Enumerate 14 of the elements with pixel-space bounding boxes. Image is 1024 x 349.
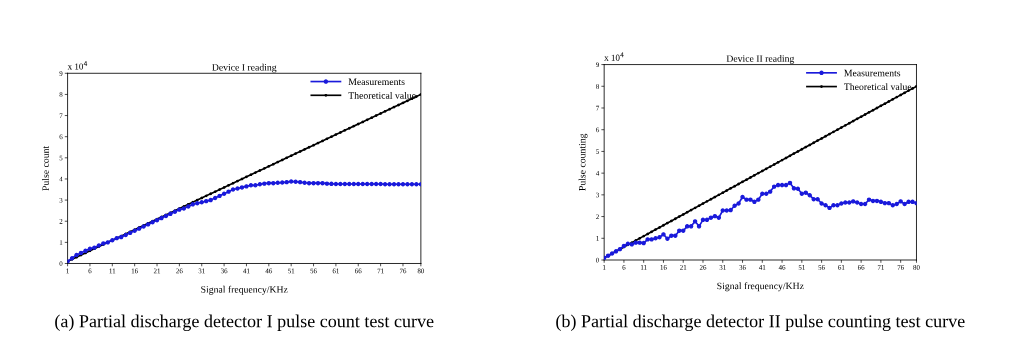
legend-label: Measurements	[348, 78, 405, 86]
chart-title: Device I reading	[212, 63, 277, 73]
y-axis-title: Pulse counting	[578, 133, 588, 191]
y-axis-title: Pulse count	[42, 145, 49, 191]
legend-label: Measurements	[844, 69, 901, 77]
x-axis-title: Signal frequency/KHz	[717, 282, 804, 292]
text: (a) Partial discharge detector I pulse count test curve	[55, 314, 434, 332]
text: (b) Partial discharge detector II pulse counting test curve	[556, 314, 965, 332]
text: x 10$^{4}$	[604, 52, 624, 61]
legend-label: Theoretical value	[844, 83, 912, 91]
x-axis-title: Signal frequency/KHz	[201, 285, 288, 295]
text: x 10$^{4}$	[67, 61, 88, 70]
chart-title: Device II reading	[726, 55, 795, 64]
legend-label: Theoretical value	[348, 91, 416, 99]
